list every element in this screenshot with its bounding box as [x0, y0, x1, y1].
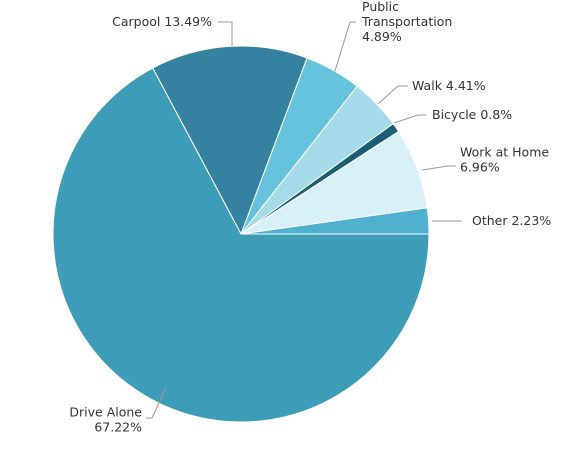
pie-slice-drive-alone — [52, 67, 430, 423]
slice-label-line: Other 2.23% — [472, 213, 551, 228]
slice-label-bicycle: Bicycle 0.8% — [432, 107, 512, 122]
leader-line-walk — [377, 85, 408, 105]
slice-label-line: Bicycle 0.8% — [432, 107, 512, 122]
slice-label-public-transportation: Public Transportation 4.89% — [361, 0, 452, 44]
slice-label-line: Walk 4.41% — [412, 78, 486, 93]
slice-label-carpool: Carpool 13.49% — [112, 14, 212, 29]
slice-label-line: Carpool 13.49% — [112, 14, 212, 29]
pie-slice-carpool — [152, 45, 308, 236]
pie-leader-lines — [146, 21, 462, 419]
leader-line-drive-alone — [146, 387, 167, 419]
slice-label-other: Other 2.23% — [472, 213, 551, 228]
slice-label-walk: Walk 4.41% — [412, 78, 486, 93]
leader-line-carpool — [218, 21, 233, 46]
slice-label-line: Transportation — [361, 14, 452, 29]
leader-line-work-at-home — [421, 165, 456, 171]
slice-label-line: Drive Alone — [69, 405, 142, 420]
slice-label-line: 6.96% — [460, 160, 500, 175]
slice-label-work-at-home: Work at Home 6.96% — [460, 145, 549, 175]
leader-line-bicycle — [393, 114, 426, 124]
slice-label-drive-alone: Drive Alone 67.22% — [69, 405, 142, 435]
leader-line-public-transportation — [334, 21, 356, 72]
slice-label-line: Work at Home — [460, 145, 549, 160]
pie-slices — [52, 45, 430, 423]
pie-labels: Other 2.23% Work at Home 6.96% Bicycle 0.8%… — [69, 0, 551, 435]
slice-label-line: Public — [362, 0, 399, 14]
slice-label-line: 4.89% — [362, 29, 402, 44]
slice-label-line: 67.22% — [94, 420, 142, 435]
